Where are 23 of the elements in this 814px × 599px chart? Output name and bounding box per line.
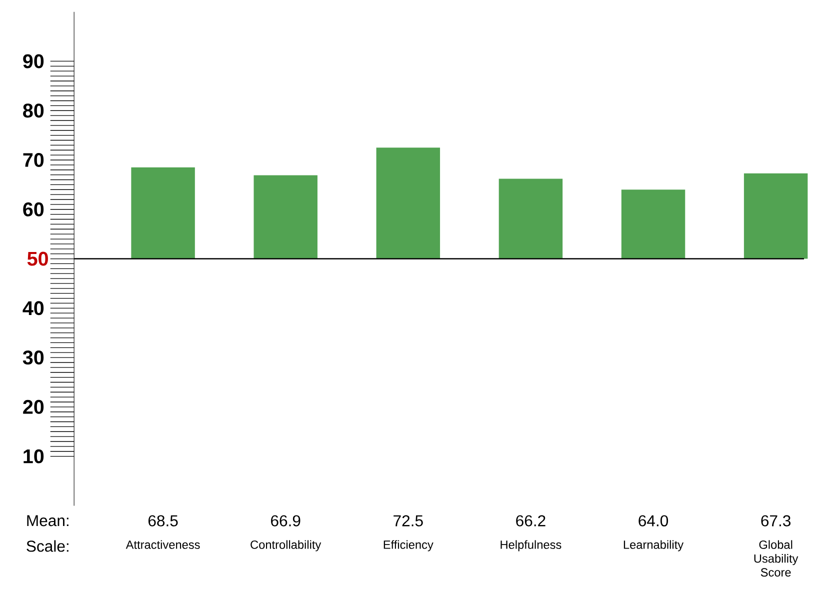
text: Mean: [27,515,68,526]
y-tick-label: 90 [23,54,44,68]
x-tick-label: Learnability [624,540,684,552]
ref-line-label: 50 [27,252,48,266]
y-tick-label: 30 [22,350,44,365]
x-tick-label: Attractiveness [126,540,200,550]
x-tick-label: Controllability [250,540,322,552]
y-tick-label: 60 [23,202,44,217]
x-tick-label: Helpfulness [500,540,562,552]
data-label: 68.5 [148,515,178,527]
data-label: 66.2 [516,515,546,527]
data-label: 67.3 [761,515,790,527]
x-tick-label: Global Usability Score [754,540,798,577]
text: Scale: [26,540,68,552]
y-tick-label: 80 [23,104,44,118]
y-tick-label: 20 [23,400,44,414]
y-tick-label: 70 [23,153,44,168]
data-label: 64.0 [638,515,668,527]
y-tick-label: 40 [22,301,44,316]
x-tick-label: Efficiency [384,540,434,552]
data-label: 66.9 [271,515,300,527]
data-label: 72.5 [394,515,423,527]
y-tick-label: 10 [24,450,44,464]
